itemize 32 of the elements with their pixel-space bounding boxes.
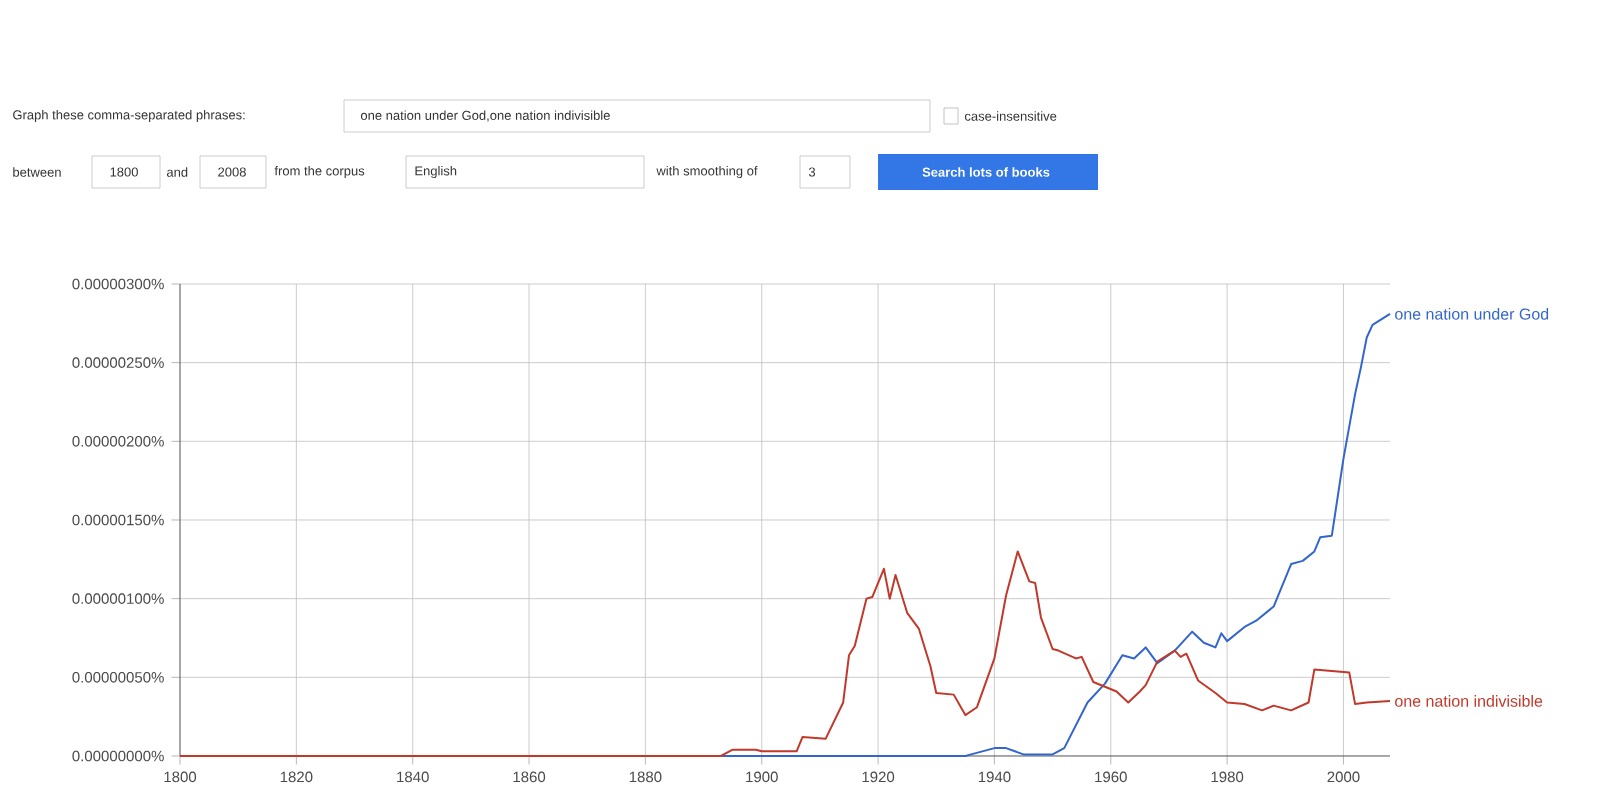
x-tick-label: 1900 bbox=[746, 771, 778, 783]
x-tick-label: 1880 bbox=[629, 771, 662, 783]
x-tick-label: 1960 bbox=[1095, 771, 1127, 783]
x-tick-label: 1800 bbox=[164, 771, 197, 783]
y-tick-label: 0.00000200% bbox=[72, 436, 164, 447]
text: 2008 bbox=[218, 167, 246, 177]
x-tick-label: 1820 bbox=[280, 771, 313, 783]
y-tick-label: 0.00000100% bbox=[72, 593, 164, 604]
y-tick-label: 0.00000150% bbox=[72, 514, 164, 526]
text: one nation under God,one nation indivisible bbox=[360, 110, 610, 122]
text: case-insensitive bbox=[964, 111, 1057, 121]
text: between bbox=[13, 167, 61, 177]
y-tick-label: 0.00000300% bbox=[72, 278, 164, 290]
x-tick-label: 1840 bbox=[397, 771, 429, 783]
series-label: one nation indivisible bbox=[1395, 695, 1543, 707]
text: from the corpus bbox=[274, 165, 365, 179]
text: Graph these comma-separated phrases: bbox=[13, 109, 245, 123]
text: with smoothing of bbox=[656, 165, 758, 179]
y-tick-label: 0.00000000% bbox=[72, 750, 164, 762]
x-tick-label: 1920 bbox=[862, 771, 895, 783]
y-tick-label: 0.00000250% bbox=[72, 357, 164, 368]
text: 3 bbox=[808, 167, 816, 177]
text: Search lots of books bbox=[922, 167, 1050, 177]
y-tick-label: 0.00000050% bbox=[72, 672, 164, 683]
x-tick-label: 2000 bbox=[1327, 771, 1360, 783]
x-tick-label: 1940 bbox=[978, 771, 1011, 783]
x-tick-label: 1980 bbox=[1211, 771, 1244, 783]
text: 1800 bbox=[110, 167, 138, 177]
text: English bbox=[415, 165, 457, 179]
text: and bbox=[166, 167, 188, 177]
x-tick-label: 1860 bbox=[513, 771, 546, 783]
series-label: one nation under God bbox=[1395, 307, 1549, 320]
